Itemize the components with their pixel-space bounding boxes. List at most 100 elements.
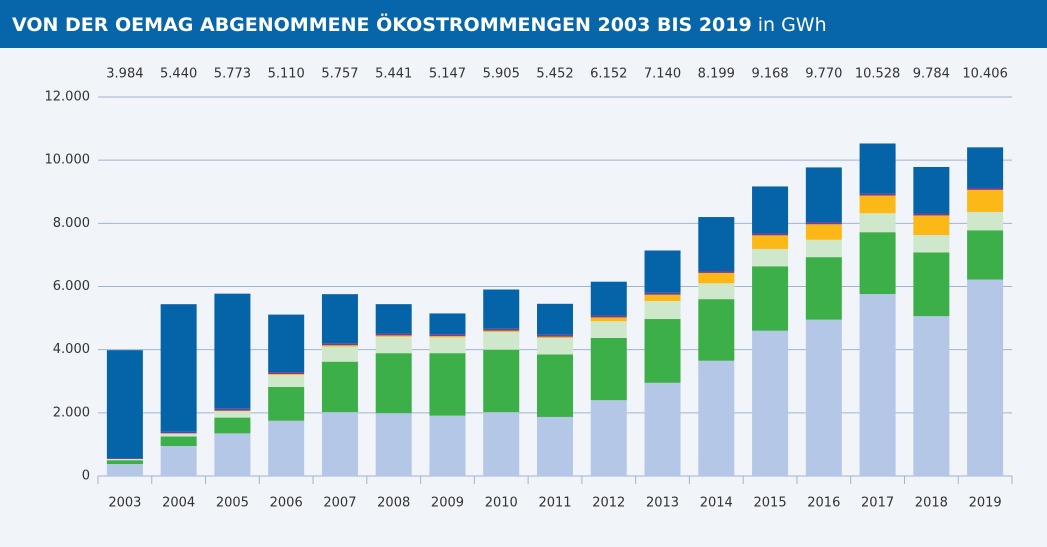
bar-segment xyxy=(644,294,681,302)
bar-segment xyxy=(160,431,197,434)
bar-segment xyxy=(913,252,950,317)
bar-segment xyxy=(859,143,896,194)
bar-segment xyxy=(752,186,789,234)
bar-segment xyxy=(537,416,573,476)
x-tick-label: 2013 xyxy=(646,496,679,511)
bar-segment xyxy=(859,232,896,295)
bar-segment xyxy=(483,328,520,331)
bar-segment xyxy=(644,250,681,293)
bar-segment xyxy=(214,410,251,412)
bar-segment xyxy=(214,293,251,409)
x-tick-label: 2012 xyxy=(592,496,625,511)
bar-segment xyxy=(859,193,896,196)
bar-segment xyxy=(268,373,305,375)
bar-segment xyxy=(644,301,681,320)
bar-segment xyxy=(752,233,789,236)
y-tick-label: 8.000 xyxy=(53,216,90,231)
bar-segment xyxy=(268,372,305,374)
total-label: 5.757 xyxy=(321,67,358,82)
x-tick-label: 2019 xyxy=(969,496,1002,511)
y-tick-label: 12.000 xyxy=(45,90,91,105)
bar-segment xyxy=(859,294,896,476)
bar-segment xyxy=(698,271,735,273)
y-tick-label: 4.000 xyxy=(53,342,90,357)
bar-segment xyxy=(106,457,143,459)
bar-segment xyxy=(698,283,735,300)
bar-segment xyxy=(375,336,412,354)
bar-segment xyxy=(160,304,197,432)
bar-segment xyxy=(106,460,143,464)
bar-segment xyxy=(537,354,573,417)
total-label: 9.770 xyxy=(805,67,842,82)
bar-segment xyxy=(590,337,627,401)
x-tick-label: 2005 xyxy=(216,496,249,511)
total-label: 10.406 xyxy=(962,67,1008,82)
bar-segment xyxy=(106,463,143,476)
bar-segment xyxy=(537,334,573,337)
bar-segment xyxy=(429,353,466,416)
bar-segment xyxy=(429,313,466,335)
x-tick-label: 2016 xyxy=(807,496,840,511)
bar-segment xyxy=(160,445,197,476)
bar-segment xyxy=(752,266,789,331)
bar-segment xyxy=(805,257,842,320)
bar-segment xyxy=(160,436,197,446)
header-bar xyxy=(0,0,1047,48)
bar-segment xyxy=(967,279,1004,476)
bar-segment xyxy=(268,386,305,421)
bar-segment xyxy=(160,433,197,437)
bar-segment xyxy=(375,304,412,334)
y-tick-label: 10.000 xyxy=(45,153,91,168)
bar-segment xyxy=(967,147,1004,188)
bar-segment xyxy=(752,248,789,267)
total-label: 6.152 xyxy=(590,67,627,82)
total-label: 9.168 xyxy=(751,67,788,82)
x-tick-label: 2015 xyxy=(754,496,787,511)
bar-segment xyxy=(590,400,627,476)
total-label: 5.110 xyxy=(268,67,305,82)
bar-segment xyxy=(268,314,305,373)
bar-segment xyxy=(537,337,573,355)
bar-segment xyxy=(967,230,1004,280)
x-tick-label: 2007 xyxy=(323,496,356,511)
bar-segment xyxy=(859,195,896,214)
x-tick-label: 2011 xyxy=(538,496,571,511)
total-label: 5.452 xyxy=(536,67,573,82)
bar-segment xyxy=(805,224,842,240)
bar-segment xyxy=(321,346,358,362)
bar-segment xyxy=(698,217,735,272)
bar-segment xyxy=(913,215,950,236)
bar-segment xyxy=(537,303,573,335)
bar-segment xyxy=(268,420,305,476)
bar-segment xyxy=(967,189,1004,212)
bar-segment xyxy=(805,239,842,258)
bar-segment xyxy=(483,289,520,329)
bar-segment xyxy=(214,411,251,418)
bar-segment xyxy=(375,353,412,414)
bar-segment xyxy=(698,360,735,476)
y-tick-label: 6.000 xyxy=(53,279,90,294)
bar-segment xyxy=(805,222,842,225)
x-tick-label: 2014 xyxy=(700,496,733,511)
total-label: 8.199 xyxy=(698,67,735,82)
bar-segment xyxy=(805,319,842,476)
bar-segment xyxy=(805,167,842,223)
x-tick-label: 2009 xyxy=(431,496,464,511)
bar-segment xyxy=(859,213,896,233)
bar-segment xyxy=(321,361,358,413)
bar-segment xyxy=(698,272,735,284)
bar-segment xyxy=(913,235,950,253)
total-label: 5.441 xyxy=(375,67,412,82)
bar-segment xyxy=(429,336,466,338)
bar-segment xyxy=(590,321,627,338)
title-main: VON DER OEMAG ABGENOMMENE ÖKOSTROMMENGEN… xyxy=(12,12,752,36)
bar-segment xyxy=(429,415,466,476)
bar-segment xyxy=(537,336,573,338)
total-label: 3.984 xyxy=(106,67,143,82)
bar-segment xyxy=(214,408,251,411)
bar-segment xyxy=(644,319,681,383)
bar-segment xyxy=(321,343,358,346)
bar-segment xyxy=(752,330,789,476)
bar-segment xyxy=(321,412,358,476)
